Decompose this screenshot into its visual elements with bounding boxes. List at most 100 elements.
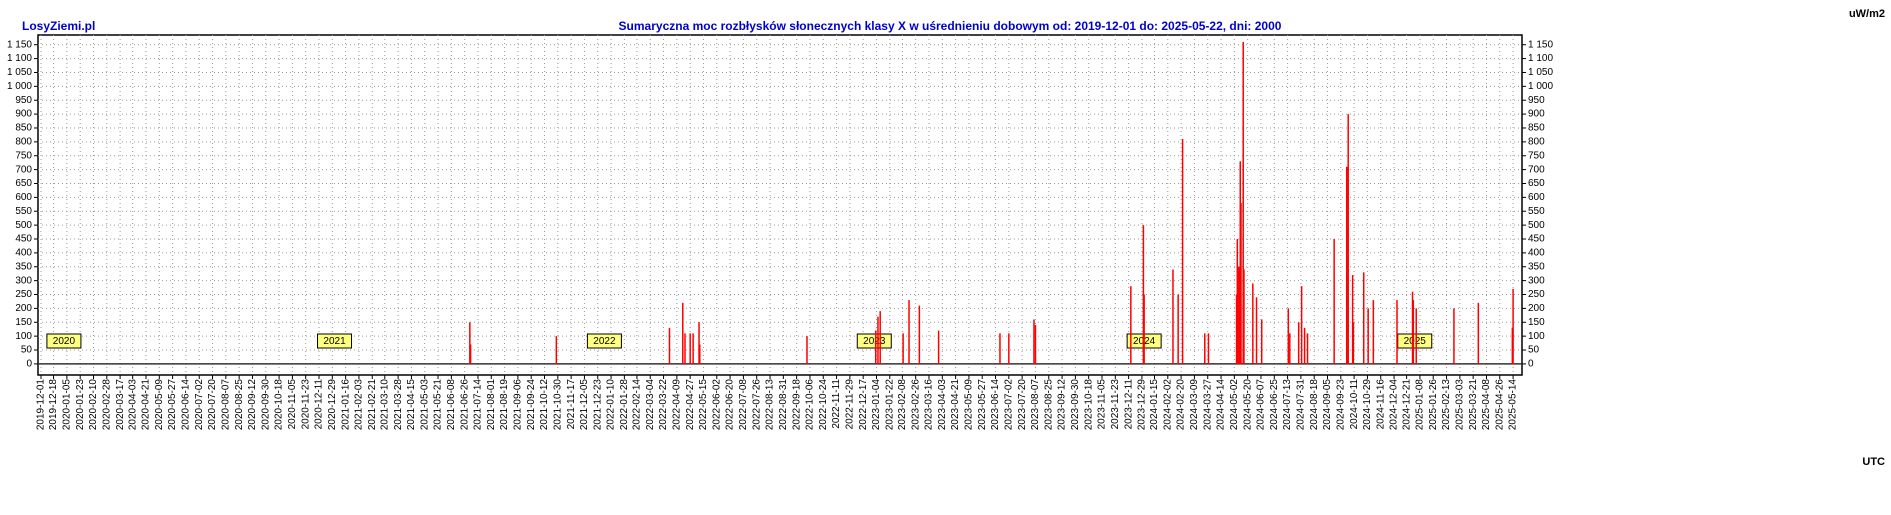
y-tick-label: 950: [1528, 95, 1545, 106]
x-tick-label: 2022-07-08: [738, 379, 749, 431]
x-tick-label: 2022-07-26: [751, 379, 762, 431]
x-tick-label: 2021-05-03: [419, 379, 430, 431]
y-tick-label: 450: [1528, 234, 1545, 245]
x-tick-label: 2023-05-27: [977, 379, 988, 431]
x-tick-label: 2020-01-23: [75, 379, 86, 431]
bar: [1287, 308, 1290, 364]
y-tick-label: 1 050: [7, 67, 32, 78]
y-tick-label: 550: [15, 206, 32, 217]
bar: [1453, 308, 1455, 364]
x-tick-label: 2020-05-09: [154, 379, 165, 431]
y-tick-label: 500: [15, 220, 32, 231]
bar: [1236, 239, 1239, 364]
y-tick-label: 100: [1528, 331, 1545, 342]
y-tick-label: 1 100: [1528, 53, 1553, 64]
x-tick-label: 2025-03-21: [1468, 379, 1479, 431]
x-tick-label: 2024-07-31: [1296, 379, 1307, 431]
x-tick-label: 2021-11-17: [566, 379, 577, 430]
x-tick-label: 2023-11-23: [1110, 379, 1121, 430]
x-tick-label: 2022-06-20: [725, 379, 736, 431]
bar: [1130, 286, 1132, 364]
x-tick-label: 2024-09-05: [1322, 379, 1333, 431]
bar: [668, 327, 671, 364]
bar: [1372, 300, 1375, 364]
x-tick-label: 2021-02-03: [354, 379, 365, 431]
y-tick-label: 900: [1528, 109, 1545, 120]
bar: [1172, 269, 1174, 364]
y-unit: uW/m2: [1849, 8, 1885, 20]
y-tick-label: 600: [15, 192, 32, 203]
bar: [692, 333, 694, 364]
x-tick-label: 2024-10-11: [1349, 379, 1360, 430]
year-box: [46, 333, 82, 349]
y-tick-label: 1 000: [1528, 81, 1553, 92]
y-tick-label: 50: [21, 345, 33, 356]
y-tick-label: 1 050: [1528, 67, 1553, 78]
bar: [806, 336, 808, 364]
y-tick-label: 400: [1528, 248, 1545, 259]
year-box: [856, 333, 892, 349]
x-tick-label: 2022-09-18: [791, 379, 802, 431]
x-tick-label: 2024-06-25: [1269, 379, 1280, 431]
bar: [1345, 166, 1348, 364]
year-label: 2023: [863, 336, 886, 347]
x-tick-label: 2020-04-21: [141, 379, 152, 431]
x-tick-label: 2023-04-21: [950, 379, 961, 431]
x-tick-label: 2024-12-04: [1389, 379, 1400, 431]
x-tick-label: 2024-12-21: [1401, 379, 1412, 431]
x-tick-label: 2021-12-05: [579, 379, 590, 431]
bar: [908, 300, 910, 364]
x-tick-label: 2025-03-03: [1454, 379, 1465, 431]
x-tick-label: 2024-09-23: [1335, 379, 1346, 431]
x-tick-label: 2024-11-16: [1375, 379, 1386, 430]
x-tick-label: 2022-10-06: [805, 379, 816, 431]
y-tick-label: 900: [15, 109, 32, 120]
year-box: [317, 333, 353, 349]
x-tick-label: 2025-01-26: [1428, 379, 1439, 431]
x-tick-label: 2021-08-01: [486, 379, 497, 431]
y-tick-label: 800: [1528, 136, 1545, 147]
y-tick-label: 850: [15, 123, 32, 134]
x-tick-label: 2021-01-16: [340, 379, 351, 431]
x-tick-label: 2020-06-14: [181, 379, 192, 431]
bar: [937, 330, 940, 364]
bar: [1303, 327, 1306, 364]
bar: [1207, 333, 1210, 364]
y-tick-label: 200: [1528, 303, 1545, 314]
x-tick-label: 2019-12-18: [48, 379, 59, 431]
bar: [877, 316, 879, 364]
bar: [874, 330, 877, 364]
x-tick-label: 2023-08-07: [1030, 379, 1041, 431]
y-tick-label: 650: [1528, 178, 1545, 189]
x-tick-label: 2021-08-19: [499, 379, 510, 431]
x-tick-label: 2025-04-08: [1481, 379, 1492, 431]
x-tick-label: 2023-01-22: [884, 379, 895, 431]
x-tick-label: 2021-10-12: [539, 379, 550, 431]
x-tick-label: 2024-10-29: [1362, 379, 1373, 431]
bar: [1255, 297, 1258, 364]
bar: [1300, 286, 1303, 364]
x-unit: UTC: [1862, 456, 1885, 468]
x-tick-label: 2022-11-29: [845, 379, 856, 430]
x-tick-label: 2025-01-08: [1415, 379, 1426, 431]
y-tick-label: 150: [15, 317, 32, 328]
x-tick-label: 2022-05-15: [698, 379, 709, 431]
x-tick-label: 2025-05-14: [1508, 379, 1519, 431]
bar: [1347, 114, 1349, 364]
year-label: 2020: [53, 336, 76, 347]
x-tick-label: 2020-08-07: [220, 379, 231, 431]
x-tick-label: 2021-12-23: [592, 379, 603, 431]
y-tick-label: 450: [15, 234, 32, 245]
y-tick-label: 1 000: [7, 81, 32, 92]
x-tick-label: 2024-05-02: [1229, 379, 1240, 431]
x-tick-label: 2024-02-20: [1176, 379, 1187, 431]
y-tick-label: 500: [1528, 220, 1545, 231]
x-tick-label: 2021-07-14: [473, 379, 484, 431]
y-tick-label: 850: [1528, 123, 1545, 134]
bar: [699, 344, 701, 364]
x-tick-label: 2024-04-14: [1216, 379, 1227, 431]
y-tick-label: 200: [15, 303, 32, 314]
bar: [999, 333, 1001, 364]
bar: [1243, 269, 1245, 364]
